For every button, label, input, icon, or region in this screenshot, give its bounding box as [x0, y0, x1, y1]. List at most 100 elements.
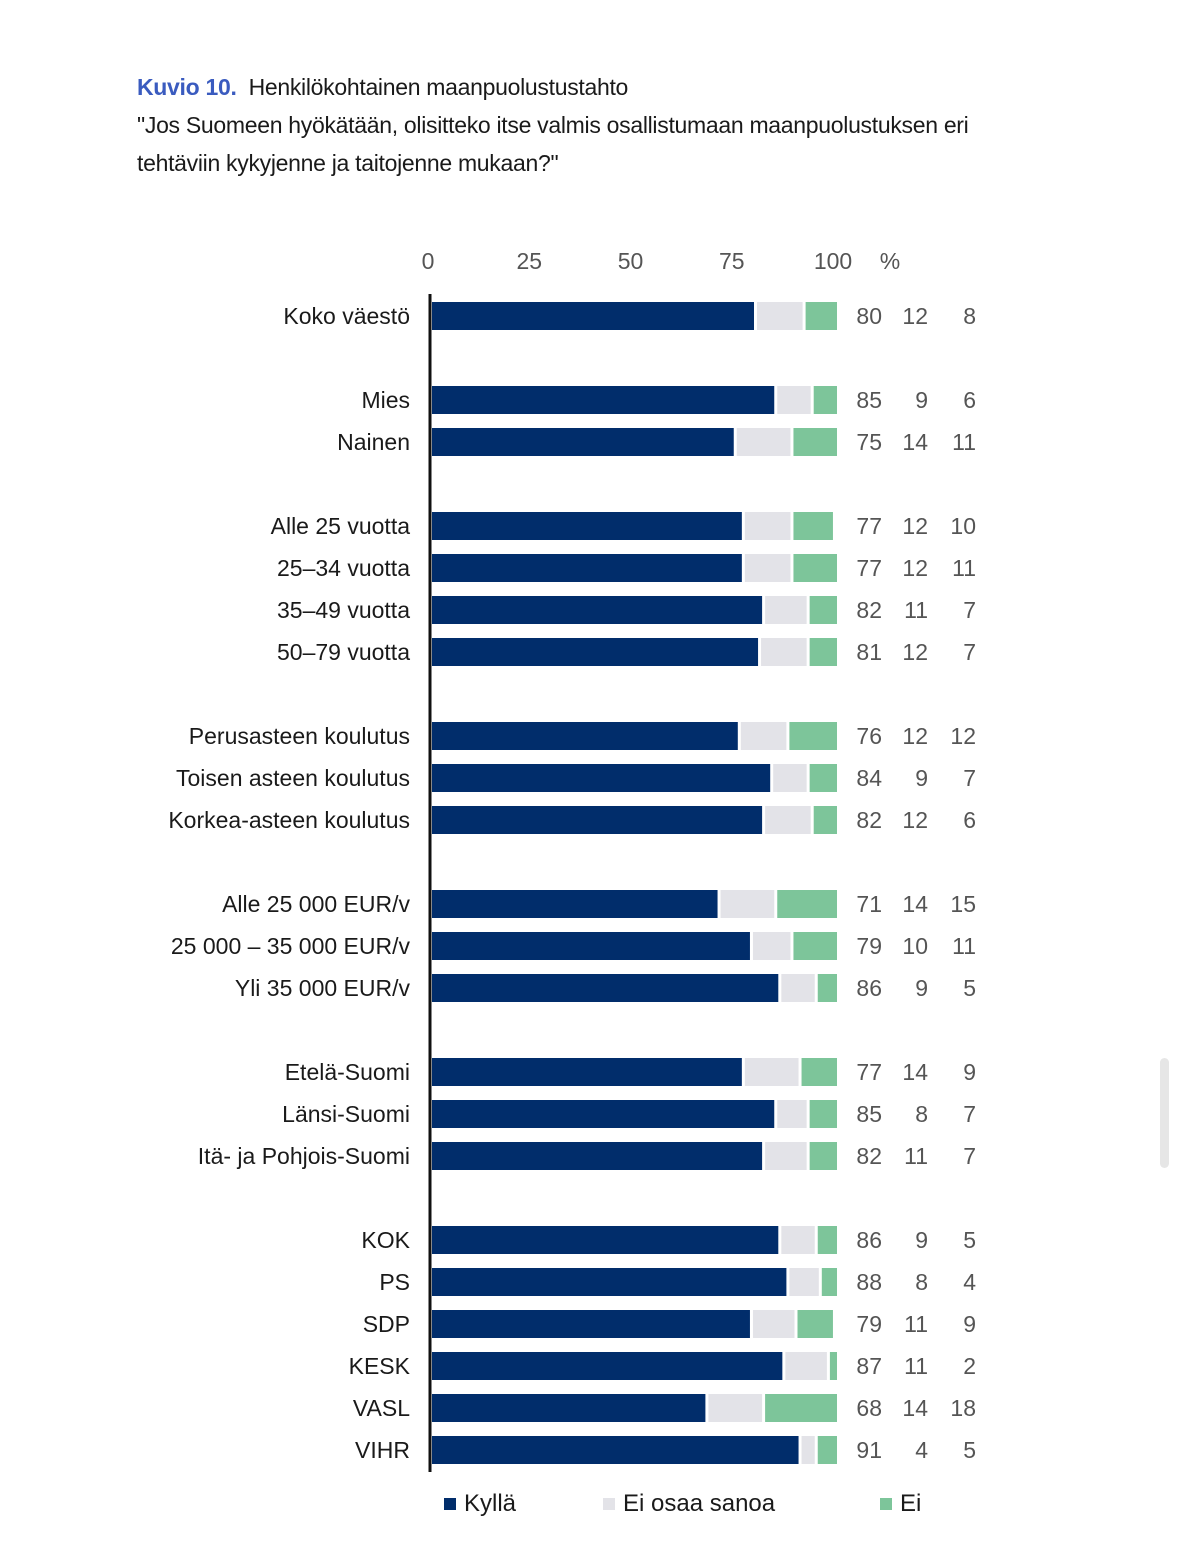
value-label: 9 — [915, 387, 928, 413]
x-tick-label: 25 — [516, 248, 542, 274]
value-label: 10 — [902, 933, 928, 959]
bar-segment-kylla — [432, 1226, 779, 1254]
bar-segment-ei — [793, 554, 837, 582]
category-label: 35–49 vuotta — [277, 597, 410, 623]
category-label: VASL — [353, 1395, 410, 1421]
value-label: 5 — [963, 1227, 976, 1253]
bar-segment-eos — [777, 386, 811, 414]
legend-swatch-eos — [603, 1498, 615, 1510]
category-label: 50–79 vuotta — [277, 639, 410, 665]
value-label: 8 — [963, 303, 976, 329]
legend-item-ei: Ei — [880, 1490, 921, 1518]
category-label: Alle 25 vuotta — [271, 513, 411, 539]
category-label: Nainen — [337, 429, 410, 455]
value-label: 7 — [963, 1143, 976, 1169]
value-label: 87 — [856, 1353, 882, 1379]
x-tick-label: 0 — [422, 248, 435, 274]
legend-label-eos: Ei osaa sanoa — [623, 1490, 776, 1517]
bar-segment-kylla — [432, 806, 763, 834]
value-label: 11 — [952, 933, 976, 959]
category-label: Koko väestö — [283, 303, 410, 329]
value-label: 11 — [904, 1353, 928, 1379]
value-label: 14 — [902, 1059, 928, 1085]
bar-segment-ei — [817, 1226, 837, 1254]
bar-segment-eos — [736, 428, 791, 456]
legend-swatch-ei — [880, 1498, 892, 1510]
category-label: Korkea-asteen koulutus — [168, 807, 410, 833]
value-label: 12 — [902, 807, 928, 833]
value-label: 7 — [963, 639, 976, 665]
value-label: 80 — [856, 303, 882, 329]
bar-segment-ei — [801, 1058, 837, 1086]
x-tick-label: 100 — [814, 248, 852, 274]
bar-segment-kylla — [432, 974, 779, 1002]
value-label: 7 — [963, 765, 976, 791]
bar-segment-eos — [773, 764, 807, 792]
value-label: 8 — [915, 1101, 928, 1127]
value-label: 11 — [904, 597, 928, 623]
value-label: 11 — [904, 1311, 928, 1337]
bar-segment-ei — [821, 1268, 837, 1296]
value-label: 14 — [902, 429, 928, 455]
x-tick-label: 50 — [618, 248, 644, 274]
value-label: 12 — [902, 723, 928, 749]
bar-segment-kylla — [432, 638, 759, 666]
bar-segment-eos — [801, 1436, 815, 1464]
bar-segment-eos — [757, 302, 803, 330]
bar-segment-kylla — [432, 428, 734, 456]
bar-segment-kylla — [432, 1268, 787, 1296]
figure-title-line: Kuvio 10. Henkilökohtainen maanpuolustust… — [137, 68, 1097, 106]
bar-segment-ei — [809, 1100, 837, 1128]
value-label: 14 — [902, 1395, 928, 1421]
figure-question-line-1: "Jos Suomeen hyökätään, olisitteko itse … — [137, 112, 969, 138]
bar-segment-ei — [813, 386, 837, 414]
bar-segment-ei — [829, 1352, 837, 1380]
category-label: Mies — [361, 387, 410, 413]
scrollbar[interactable] — [1160, 1058, 1169, 1168]
category-label: 25 000 – 35 000 EUR/v — [171, 933, 411, 959]
category-label: KOK — [361, 1227, 410, 1253]
bar-segment-ei — [793, 932, 837, 960]
value-label: 77 — [856, 555, 882, 581]
legend-label-ei: Ei — [900, 1490, 922, 1517]
bar-segment-kylla — [432, 764, 771, 792]
value-label: 12 — [902, 513, 928, 539]
value-label: 14 — [902, 891, 928, 917]
value-label: 9 — [963, 1311, 976, 1337]
value-label: 5 — [963, 1437, 976, 1463]
value-label: 76 — [856, 723, 882, 749]
bar-segment-ei — [817, 1436, 837, 1464]
x-tick-label: 75 — [719, 248, 745, 274]
bar-segment-ei — [809, 638, 837, 666]
bar-segment-eos — [781, 1226, 815, 1254]
bar-segment-eos — [781, 974, 815, 1002]
bar-segment-ei — [793, 512, 833, 540]
bar-segment-eos — [752, 932, 791, 960]
value-label: 7 — [963, 1101, 976, 1127]
category-label: VIHR — [355, 1437, 410, 1463]
category-label: KESK — [349, 1353, 411, 1379]
value-label: 12 — [902, 303, 928, 329]
value-label: 88 — [856, 1269, 882, 1295]
bar-segment-ei — [777, 890, 837, 918]
value-label: 82 — [856, 597, 882, 623]
value-label: 9 — [963, 1059, 976, 1085]
bar-segment-kylla — [432, 1100, 775, 1128]
bar-segment-ei — [809, 764, 837, 792]
category-label: Perusasteen koulutus — [189, 723, 410, 749]
bar-segment-kylla — [432, 596, 763, 624]
bar-segment-eos — [740, 722, 787, 750]
bar-segment-eos — [785, 1352, 827, 1380]
bar-segment-kylla — [432, 386, 775, 414]
value-label: 18 — [950, 1395, 976, 1421]
value-label: 84 — [856, 765, 882, 791]
value-label: 79 — [856, 1311, 882, 1337]
value-label: 6 — [963, 387, 976, 413]
bar-segment-eos — [720, 890, 775, 918]
figure-title: Henkilökohtainen maanpuolustustahto — [248, 74, 629, 100]
bar-segment-eos — [777, 1100, 807, 1128]
value-label: 79 — [856, 933, 882, 959]
value-label: 12 — [950, 723, 976, 749]
bar-segment-kylla — [432, 1436, 799, 1464]
